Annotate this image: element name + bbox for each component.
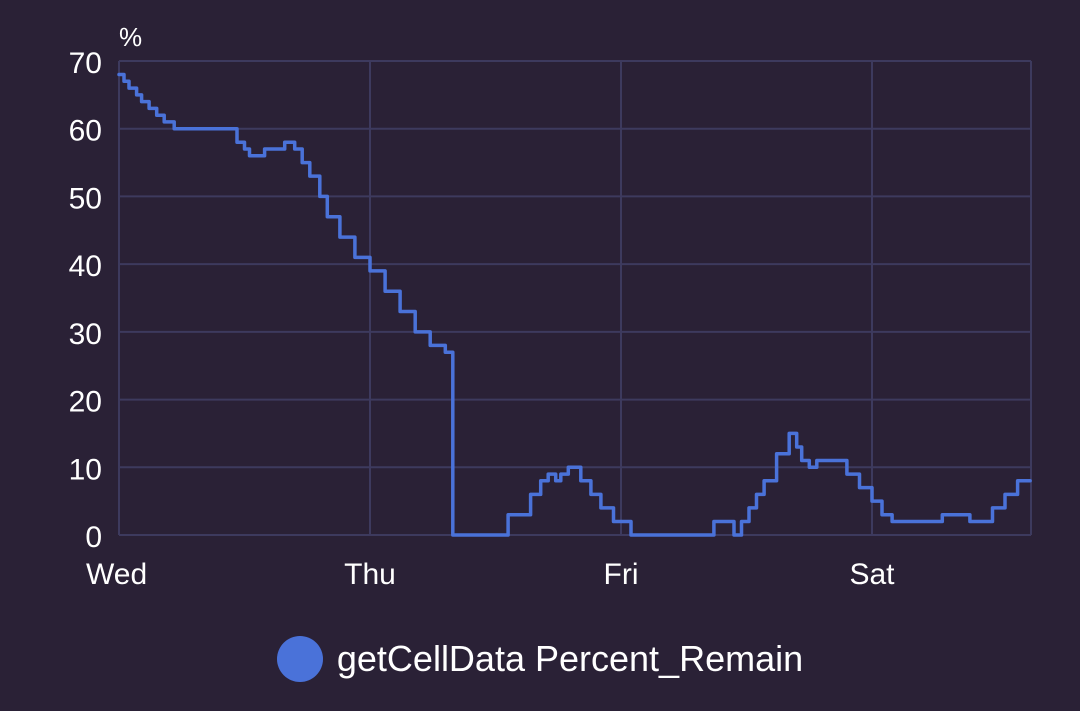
y-tick-label: 0 (85, 521, 102, 554)
series-line-0 (117, 72, 1032, 537)
y-tick-label: 30 (69, 318, 102, 351)
x-tick-label: Wed (86, 558, 147, 591)
y-tick-label: 10 (69, 453, 102, 486)
x-tick-label: Thu (344, 558, 396, 591)
y-tick-label: 50 (69, 182, 102, 215)
x-tick-label: Fri (604, 558, 639, 591)
y-tick-label: 20 (69, 386, 102, 419)
y-tick-label: 40 (69, 250, 102, 283)
legend-label: getCellData Percent_Remain (336, 638, 804, 679)
legend-marker (276, 636, 323, 682)
x-tick-label: Sat (849, 558, 895, 591)
legend[interactable]: getCellData Percent_Remain (0, 636, 1080, 682)
y-tick-label: 60 (69, 115, 102, 148)
y-unit-label: % (119, 22, 142, 52)
y-tick-label: 70 (69, 47, 102, 80)
